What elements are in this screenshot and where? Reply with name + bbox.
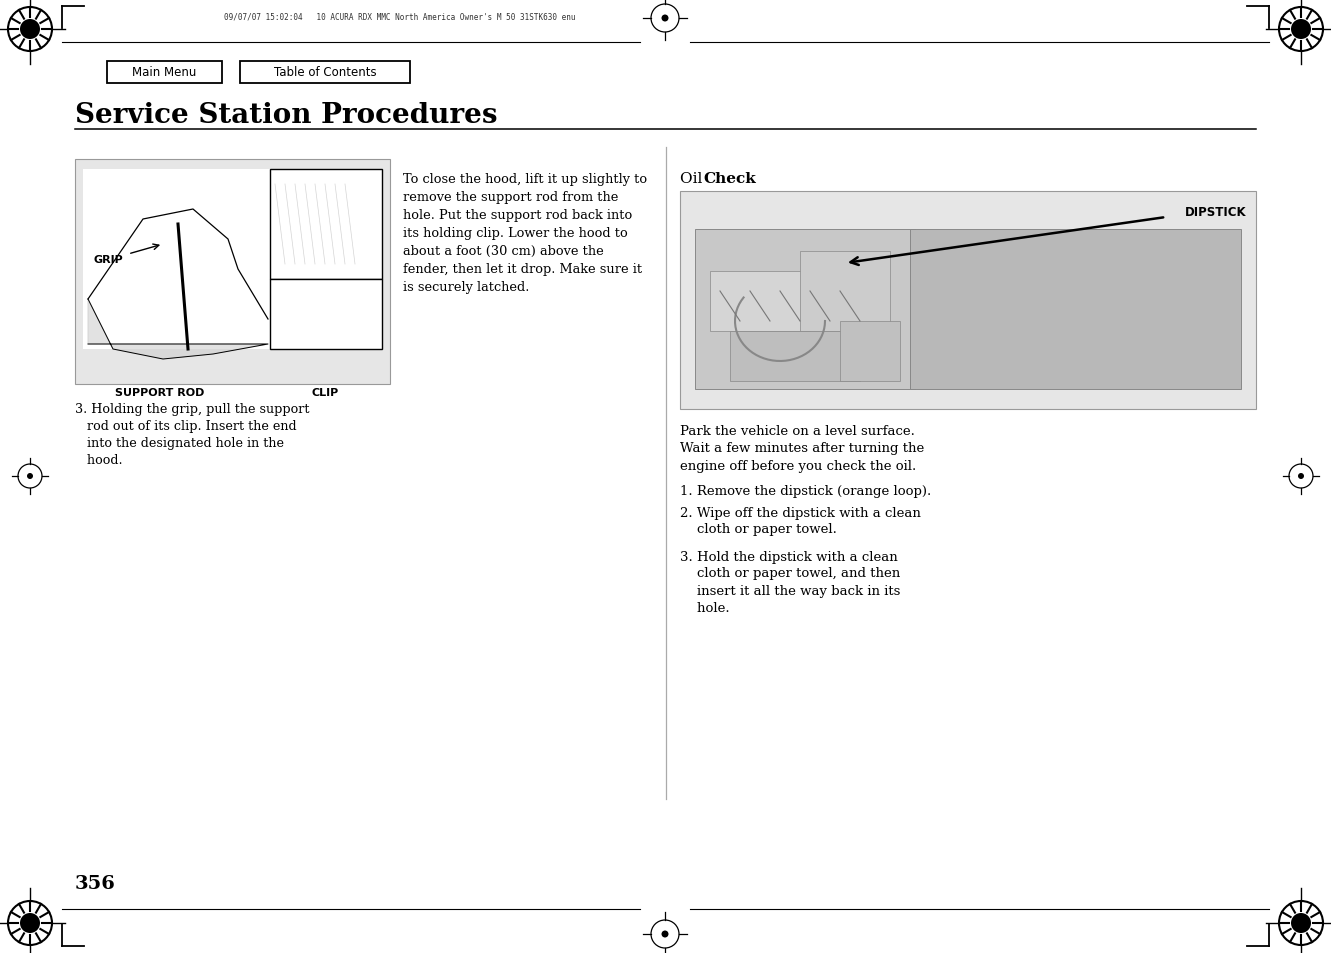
Text: is securely latched.: is securely latched.: [403, 281, 530, 294]
Bar: [800, 252, 890, 332]
Text: 2. Wipe off the dipstick with a clean: 2. Wipe off the dipstick with a clean: [680, 506, 921, 519]
Text: SUPPORT ROD: SUPPORT ROD: [116, 388, 205, 397]
Bar: [83, 170, 270, 350]
Text: rod out of its clip. Insert the end: rod out of its clip. Insert the end: [75, 419, 297, 433]
Bar: [840, 322, 900, 381]
Text: CLIP: CLIP: [311, 388, 338, 397]
Bar: [680, 192, 1256, 410]
Text: insert it all the way back in its: insert it all the way back in its: [680, 584, 900, 597]
Text: Wait a few minutes after turning the: Wait a few minutes after turning the: [680, 442, 924, 455]
Circle shape: [662, 930, 668, 938]
Bar: [729, 332, 860, 381]
Bar: [270, 170, 382, 280]
Text: hole. Put the support rod back into: hole. Put the support rod back into: [403, 209, 632, 222]
Polygon shape: [88, 299, 268, 359]
Text: into the designated hole in the: into the designated hole in the: [75, 436, 284, 450]
Text: hood.: hood.: [75, 454, 122, 467]
Text: GRIP: GRIP: [93, 254, 122, 265]
Text: 3. Holding the grip, pull the support: 3. Holding the grip, pull the support: [75, 402, 310, 416]
Bar: [240, 62, 410, 84]
Circle shape: [1291, 20, 1311, 40]
Circle shape: [27, 474, 33, 479]
Bar: [106, 62, 222, 84]
Text: cloth or paper towel.: cloth or paper towel.: [680, 523, 837, 536]
Text: Table of Contents: Table of Contents: [274, 67, 377, 79]
Circle shape: [20, 913, 40, 933]
Text: 3. Hold the dipstick with a clean: 3. Hold the dipstick with a clean: [680, 550, 897, 563]
Bar: [910, 230, 1240, 390]
Text: 09/07/07 15:02:04   10 ACURA RDX MMC North America Owner's M 50 31STK630 enu: 09/07/07 15:02:04 10 ACURA RDX MMC North…: [224, 12, 576, 22]
Text: Main Menu: Main Menu: [132, 67, 197, 79]
Bar: [695, 230, 914, 390]
Text: engine off before you check the oil.: engine off before you check the oil.: [680, 459, 916, 473]
Text: Check: Check: [703, 172, 756, 186]
Text: Service Station Procedures: Service Station Procedures: [75, 102, 498, 129]
Circle shape: [1298, 474, 1304, 479]
Text: fender, then let it drop. Make sure it: fender, then let it drop. Make sure it: [403, 263, 642, 275]
Bar: [270, 280, 382, 350]
Text: 1. Remove the dipstick (orange loop).: 1. Remove the dipstick (orange loop).: [680, 485, 932, 498]
Circle shape: [20, 20, 40, 40]
Text: Park the vehicle on a level surface.: Park the vehicle on a level surface.: [680, 424, 914, 437]
Text: Oil: Oil: [680, 172, 707, 186]
Bar: [75, 160, 390, 385]
Text: hole.: hole.: [680, 601, 729, 614]
Text: To close the hood, lift it up slightly to: To close the hood, lift it up slightly t…: [403, 172, 647, 186]
Bar: [709, 272, 811, 332]
Text: its holding clip. Lower the hood to: its holding clip. Lower the hood to: [403, 227, 628, 240]
Circle shape: [662, 15, 668, 23]
Text: about a foot (30 cm) above the: about a foot (30 cm) above the: [403, 245, 604, 257]
Circle shape: [1291, 913, 1311, 933]
Text: 356: 356: [75, 874, 116, 892]
Text: remove the support rod from the: remove the support rod from the: [403, 191, 619, 204]
Text: DIPSTICK: DIPSTICK: [1185, 205, 1246, 218]
Text: cloth or paper towel, and then: cloth or paper towel, and then: [680, 567, 900, 579]
